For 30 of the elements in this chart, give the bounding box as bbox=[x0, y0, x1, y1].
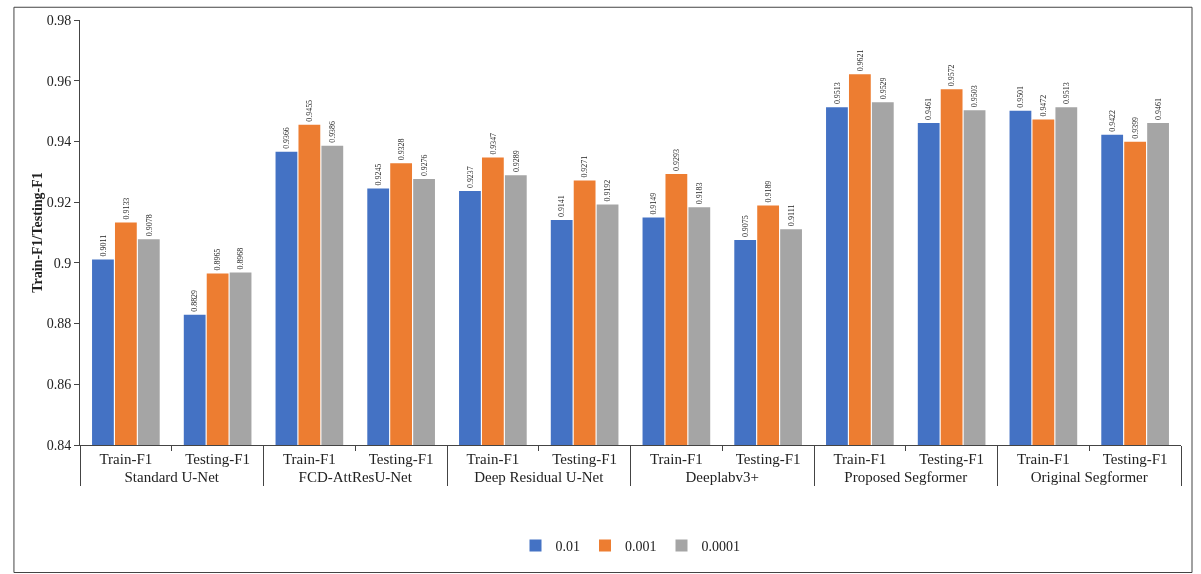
y-tick-label: 0.96 bbox=[46, 73, 72, 89]
x-tick-label: Train-F1 bbox=[282, 451, 336, 467]
legend-label: 0.001 bbox=[625, 539, 657, 555]
y-tick-label: 0.9 bbox=[53, 255, 72, 271]
legend-label: 0.0001 bbox=[701, 539, 740, 555]
x-tick-label: Train-F1 bbox=[1016, 451, 1070, 467]
text: Deeplabv3+ bbox=[685, 469, 759, 485]
text: Proposed Segformer bbox=[844, 469, 968, 485]
x-tick-label: Testing-F1 bbox=[368, 451, 434, 467]
text: Original Segformer bbox=[1030, 469, 1148, 485]
x-tick-label: Train-F1 bbox=[466, 451, 520, 467]
legend-label: 0.01 bbox=[555, 539, 580, 555]
text: Deep Residual U-Net bbox=[474, 469, 605, 485]
x-tick-label: Train-F1 bbox=[99, 451, 153, 467]
y-tick-label: 0.88 bbox=[46, 316, 72, 332]
y-tick-label: 0.84 bbox=[46, 437, 72, 453]
y-tick-label: 0.94 bbox=[46, 134, 72, 150]
y-tick-label: 0.98 bbox=[46, 12, 72, 28]
x-tick-label: Testing-F1 bbox=[185, 451, 251, 467]
x-tick-label: Testing-F1 bbox=[735, 451, 801, 467]
x-tick-label: Train-F1 bbox=[833, 451, 887, 467]
text: FCD-AttResU-Net bbox=[298, 469, 413, 485]
text: Standard U-Net bbox=[124, 469, 220, 485]
y-tick-label: 0.92 bbox=[46, 195, 72, 211]
x-tick-label: Testing-F1 bbox=[552, 451, 618, 467]
y-axis-title: Train-F1/Testing-F1 bbox=[29, 172, 45, 293]
y-tick-label: 0.86 bbox=[46, 377, 72, 393]
x-tick-label: Train-F1 bbox=[649, 451, 703, 467]
x-tick-label: Testing-F1 bbox=[1102, 451, 1168, 467]
x-tick-label: Testing-F1 bbox=[919, 451, 985, 467]
